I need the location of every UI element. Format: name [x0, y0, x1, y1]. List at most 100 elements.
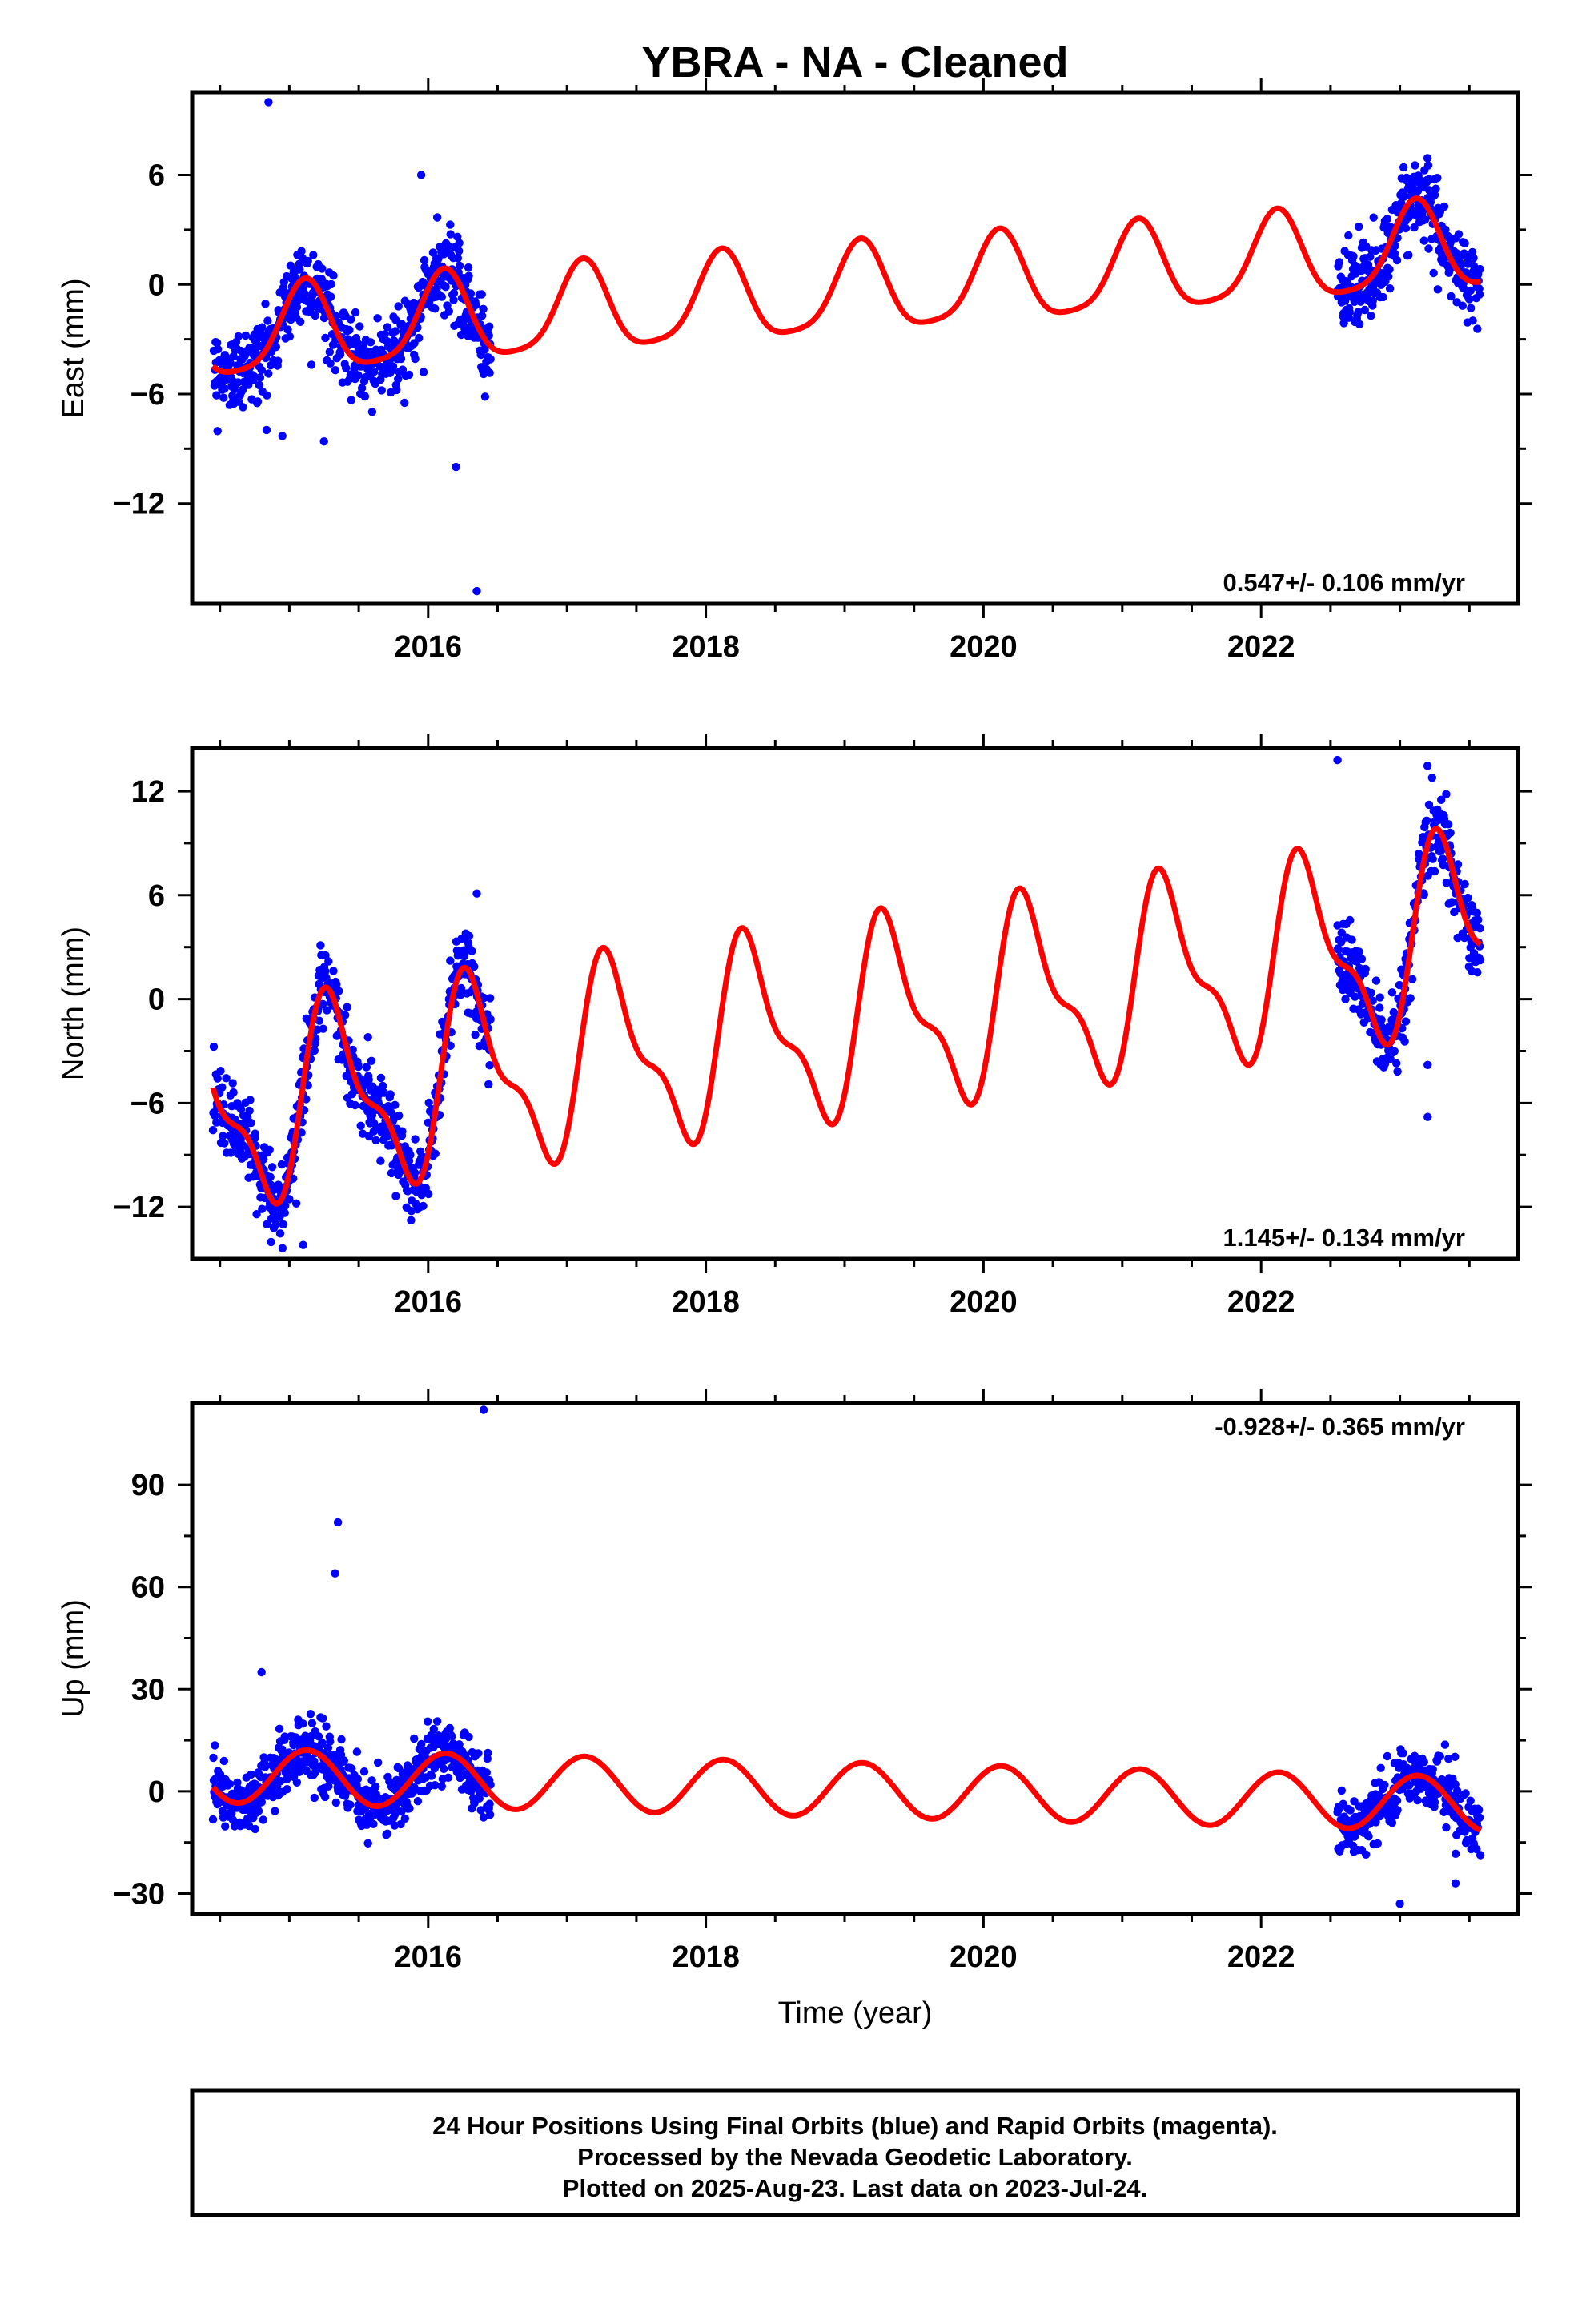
data-point	[311, 1035, 320, 1043]
data-point	[209, 1753, 218, 1763]
data-point	[476, 1806, 485, 1815]
data-point	[218, 1083, 227, 1092]
data-point	[431, 304, 440, 313]
data-point	[241, 331, 250, 340]
data-point	[1361, 964, 1370, 974]
data-point	[373, 1758, 383, 1767]
data-point	[341, 1011, 350, 1019]
data-point	[1364, 1832, 1373, 1841]
data-point	[247, 1770, 255, 1779]
data-point	[1466, 1796, 1475, 1805]
y-tick-label: −30	[114, 1878, 165, 1912]
data-point	[297, 247, 306, 255]
data-point	[343, 1003, 351, 1011]
data-point	[371, 1136, 380, 1145]
data-point	[1427, 774, 1437, 782]
data-point	[1468, 316, 1477, 325]
caption-box: 24 Hour Positions Using Final Orbits (bl…	[190, 2088, 1520, 2217]
outlier-point	[452, 462, 460, 472]
data-point	[303, 256, 312, 266]
data-point	[324, 1782, 333, 1791]
data-point	[1411, 161, 1419, 170]
outlier-point	[1395, 1900, 1404, 1908]
data-point	[1392, 1796, 1402, 1805]
data-point	[1466, 286, 1475, 296]
data-point	[326, 1737, 335, 1746]
data-point	[323, 1743, 333, 1752]
data-point	[1433, 174, 1442, 183]
data-point	[1472, 908, 1482, 918]
data-point	[226, 359, 235, 368]
data-point	[351, 308, 360, 317]
data-point	[1350, 297, 1359, 306]
data-point	[411, 1135, 420, 1144]
data-point	[209, 1042, 219, 1051]
data-point	[1423, 154, 1432, 163]
data-point	[221, 1822, 230, 1831]
x-tick-label: 2022	[1227, 1285, 1295, 1319]
data-point	[1475, 1806, 1484, 1815]
data-point	[373, 314, 382, 323]
data-point	[485, 1810, 495, 1819]
data-point	[383, 1829, 392, 1838]
data-point	[212, 1118, 221, 1127]
data-point	[258, 1204, 267, 1213]
data-point	[411, 354, 420, 364]
data-point	[1385, 284, 1395, 293]
data-point	[1375, 1003, 1384, 1012]
data-point	[337, 1735, 346, 1744]
data-point	[1371, 1818, 1380, 1827]
data-point	[1344, 231, 1353, 240]
data-point	[253, 397, 263, 406]
data-point	[1460, 879, 1469, 889]
data-point	[1368, 296, 1377, 305]
data-point	[1476, 955, 1485, 965]
data-point	[485, 994, 495, 1003]
caption-line-3: Plotted on 2025-Aug-23. Last data on 202…	[563, 2174, 1147, 2202]
data-point	[234, 332, 243, 341]
data-point	[1438, 854, 1447, 863]
data-point	[1393, 1806, 1402, 1815]
data-point	[1422, 816, 1431, 825]
data-point	[342, 364, 351, 372]
data-point	[398, 1127, 407, 1136]
x-tick-label: 2020	[950, 1940, 1018, 1974]
data-point	[444, 1773, 453, 1782]
outlier-point	[291, 1199, 301, 1208]
x-tick-label: 2018	[672, 1285, 740, 1319]
data-point	[1399, 163, 1408, 172]
outlier-point	[264, 98, 273, 107]
data-point	[208, 1126, 218, 1135]
data-point	[479, 304, 488, 313]
data-point	[1461, 1789, 1470, 1798]
data-point	[1369, 213, 1378, 222]
data-point	[397, 1807, 406, 1816]
data-point	[228, 1815, 237, 1824]
data-point	[1345, 308, 1355, 316]
data-point	[380, 330, 389, 339]
data-point	[1347, 935, 1356, 944]
data-point	[351, 1100, 359, 1110]
data-point	[285, 1195, 294, 1204]
data-point	[307, 1719, 317, 1727]
x-tick-label: 2018	[672, 1940, 740, 1974]
x-tick-label: 2020	[950, 630, 1018, 664]
data-point	[251, 1129, 259, 1138]
data-point	[282, 1775, 291, 1784]
y-tick-label: 0	[148, 268, 165, 302]
data-point	[1442, 1823, 1451, 1832]
data-point	[324, 957, 333, 966]
data-point	[1404, 251, 1413, 259]
caption-frame	[190, 2088, 1520, 2217]
data-point	[468, 947, 476, 955]
data-point	[1393, 1067, 1402, 1076]
data-point	[474, 1749, 483, 1758]
data-point	[353, 1775, 363, 1783]
data-point	[307, 360, 316, 369]
data-point	[357, 384, 367, 392]
data-point	[239, 403, 247, 412]
data-point	[1419, 1758, 1429, 1767]
data-point	[264, 369, 273, 378]
data-point	[1346, 915, 1355, 925]
